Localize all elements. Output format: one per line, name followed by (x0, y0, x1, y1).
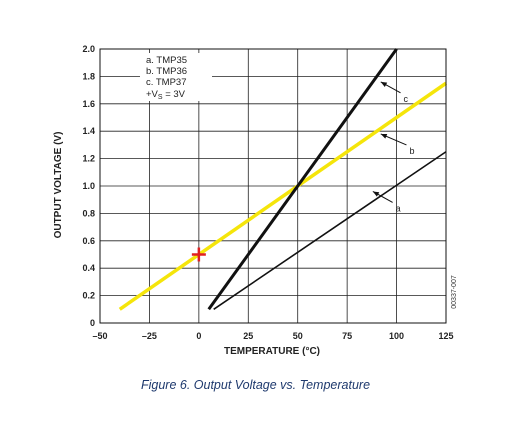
annotation-label-b: b (409, 146, 414, 156)
series-lines (118, 48, 447, 311)
series-line-b (118, 81, 447, 311)
x-tick-label: 50 (293, 331, 303, 341)
y-axis-label: OUTPUT VOLTAGE (V) (53, 132, 64, 239)
legend-box (140, 53, 212, 101)
y-tick-label: 1.4 (82, 126, 95, 136)
legend-supply: +VS = 3V (146, 89, 186, 101)
x-tick-label: 125 (438, 331, 453, 341)
legend-supply-suffix: = 3V (163, 89, 186, 100)
legend-line-a: a. TMP35 (146, 55, 187, 66)
legend-supply-prefix: +V (146, 89, 159, 100)
annotation-arrowhead-b (380, 133, 388, 139)
y-tick-label: 1.2 (82, 154, 95, 164)
x-axis-label: TEMPERATURE (°C) (224, 346, 320, 357)
x-tick-label: 0 (196, 331, 201, 341)
series-line-a (213, 151, 447, 310)
y-tick-label: 2.0 (82, 44, 95, 54)
figure-id: 00337-007 (451, 275, 458, 309)
annotation-label-a: a (396, 203, 401, 213)
series-line-c (207, 48, 398, 311)
annotation-arrowhead-a (372, 191, 380, 197)
y-tick-label: 0.4 (82, 263, 95, 273)
x-tick-label: –25 (142, 331, 157, 341)
legend: a. TMP35 b. TMP36 c. TMP37 +VS = 3V (140, 53, 212, 101)
y-tick-label: 0.6 (82, 236, 95, 246)
legend-line-c: c. TMP37 (146, 77, 186, 88)
legend-supply-sub: S (158, 94, 163, 101)
x-tick-label: 75 (342, 331, 352, 341)
figure-caption: Figure 6. Output Voltage vs. Temperature (140, 378, 371, 392)
x-tick-label: –50 (92, 331, 107, 341)
reference-marker (191, 247, 206, 262)
x-tick-labels: –50 –25 0 25 50 75 100 125 (92, 331, 453, 341)
y-tick-label: 1.6 (82, 99, 95, 109)
y-tick-labels: 0 0.2 0.4 0.6 0.8 1.0 1.2 1.4 1.6 1.8 2.0 (82, 44, 95, 328)
annotation-label-c: c (404, 94, 409, 104)
plot-frame (99, 48, 447, 324)
legend-line-b: b. TMP36 (146, 66, 187, 77)
y-tick-label: 0.8 (82, 208, 95, 218)
y-tick-label: 0 (90, 318, 95, 328)
y-tick-label: 1.8 (82, 71, 95, 81)
x-tick-label: 25 (243, 331, 253, 341)
series-annotations: a b c (372, 81, 414, 213)
y-tick-label: 1.0 (82, 181, 95, 191)
annotation-arrowhead-c (380, 81, 388, 87)
x-tick-label: 100 (389, 331, 404, 341)
y-tick-label: 0.2 (82, 291, 95, 301)
